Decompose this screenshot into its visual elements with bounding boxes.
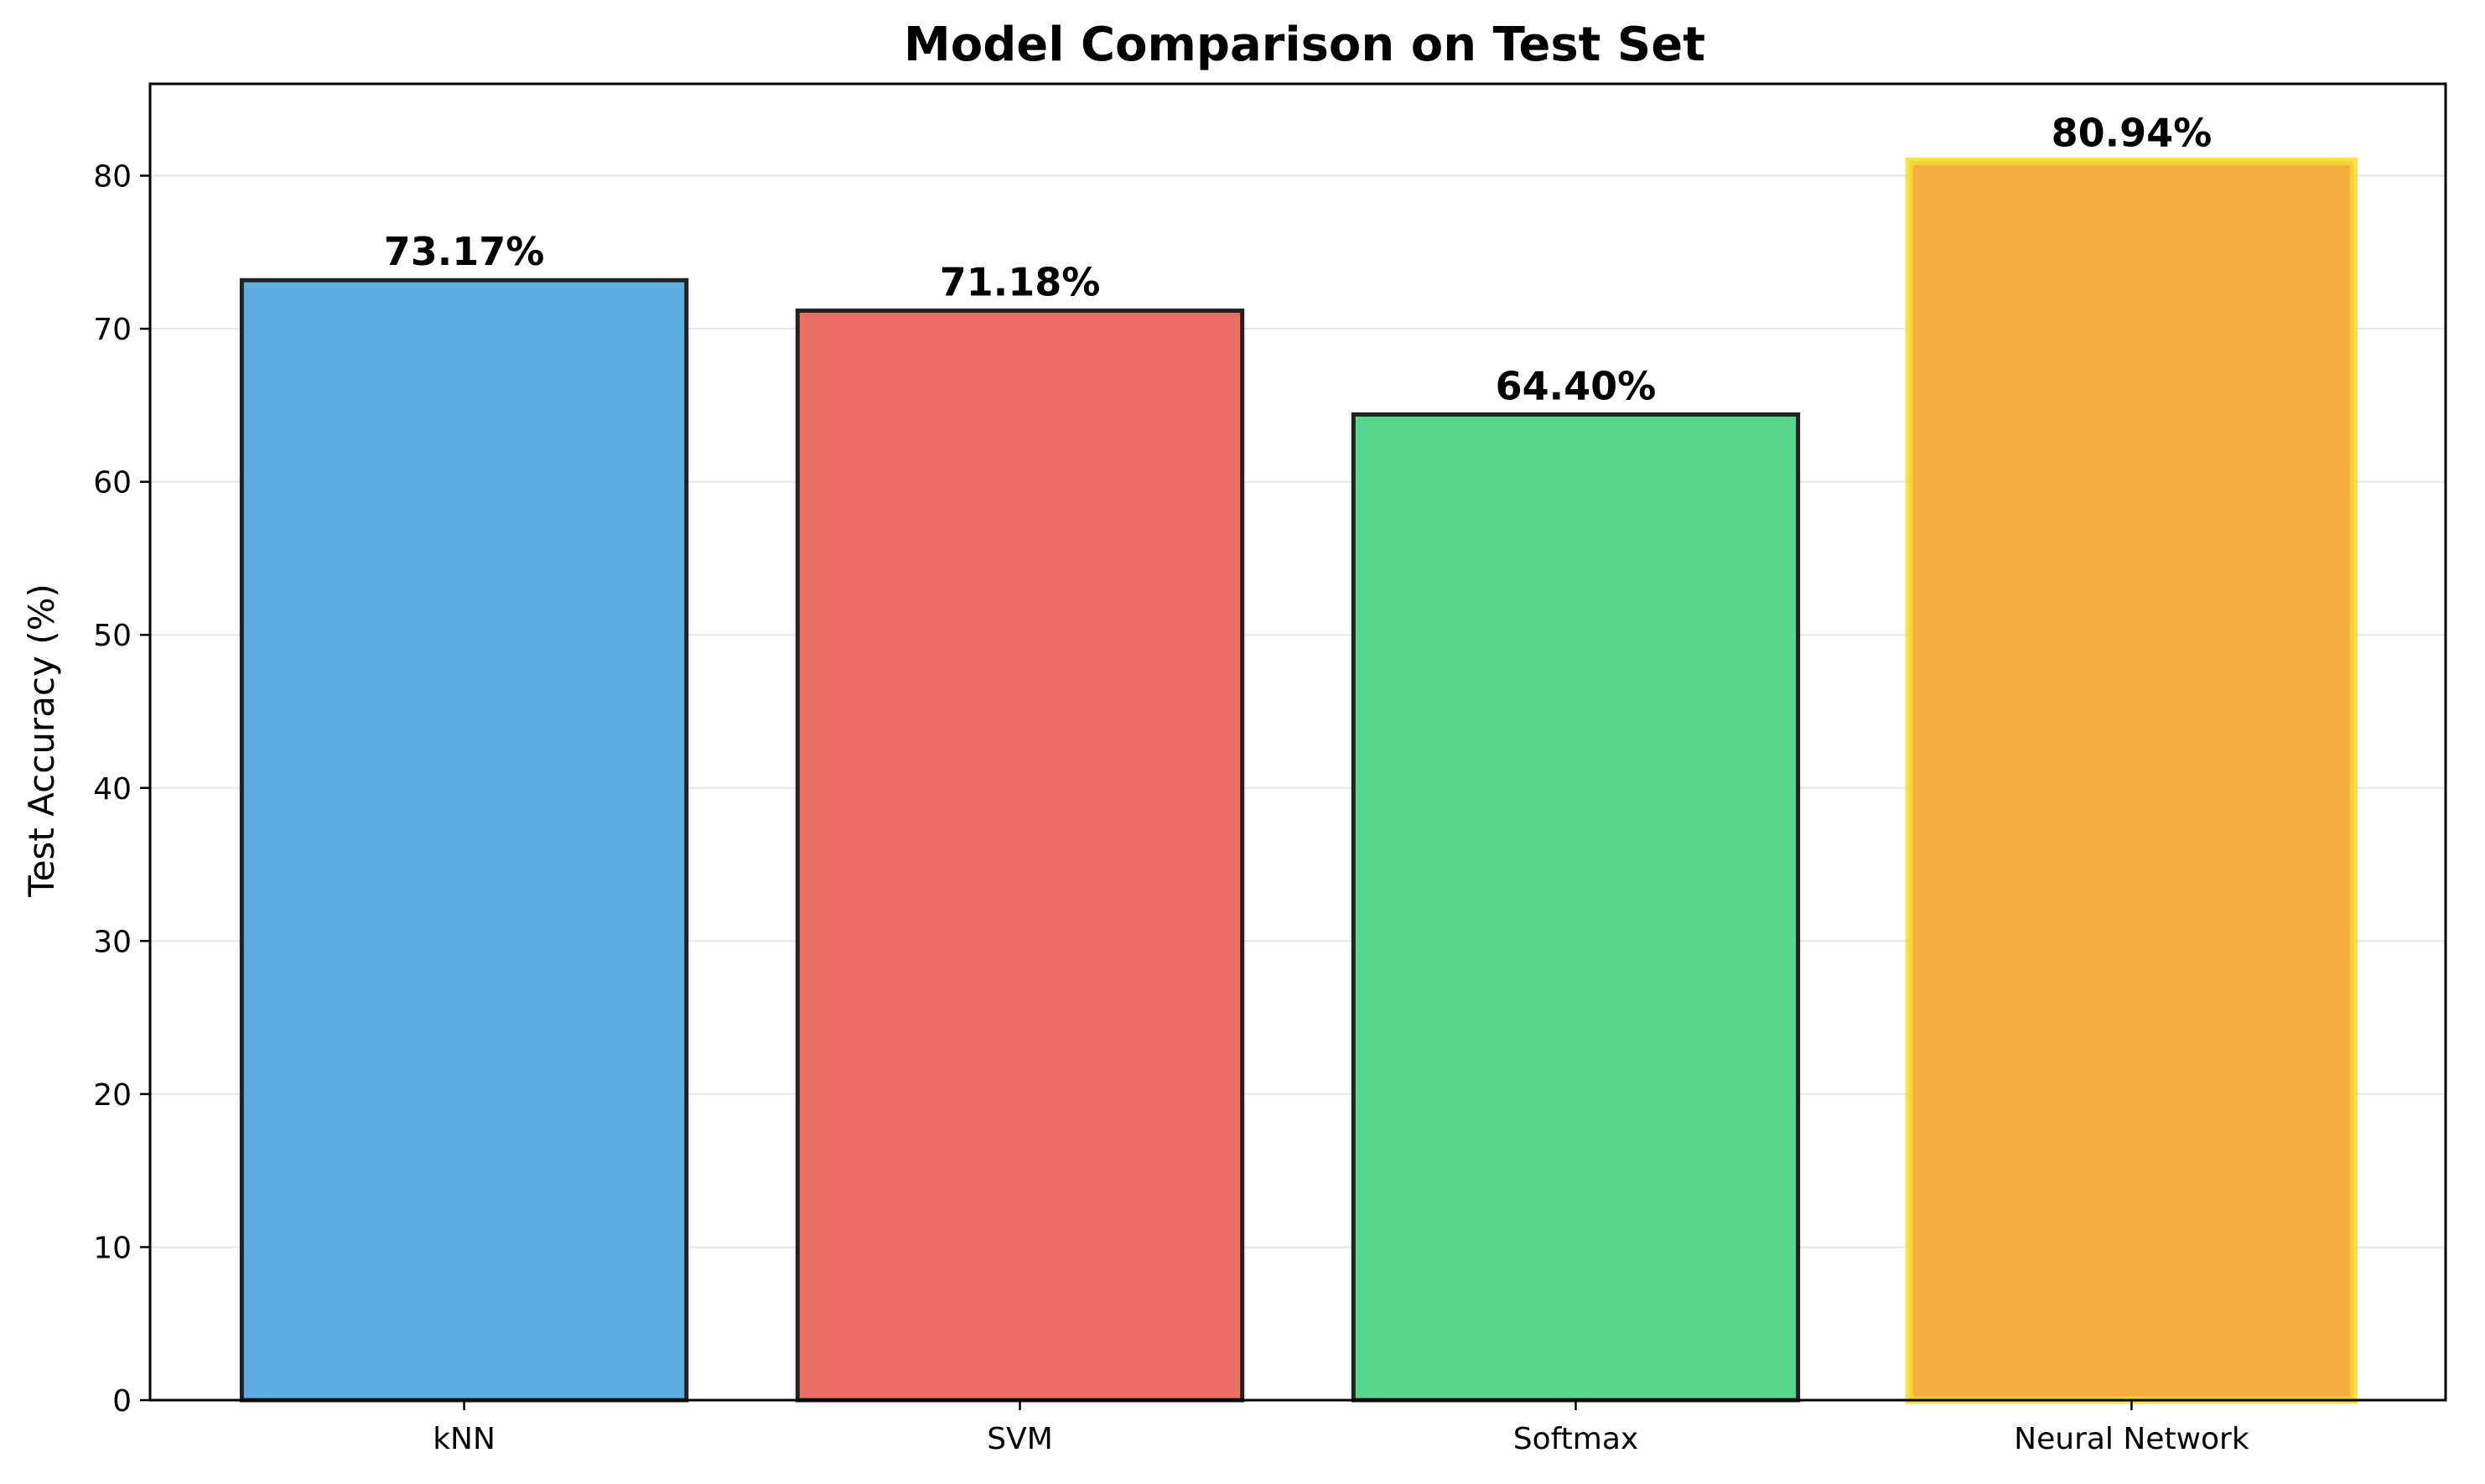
data-label: 64.40%	[1496, 363, 1657, 408]
x-tick-label: Neural Network	[2014, 1422, 2249, 1456]
bars	[239, 157, 2358, 1404]
y-tick-label: 30	[93, 925, 132, 959]
y-tick-label: 80	[93, 160, 132, 195]
bar-neural-network	[1905, 157, 2358, 1404]
y-tick-label: 0	[112, 1384, 132, 1419]
data-label: 80.94%	[2052, 110, 2213, 155]
bar-svm	[795, 309, 1245, 1403]
x-tick-label: SVM	[987, 1422, 1053, 1456]
chart-title: Model Comparison on Test Set	[904, 18, 1705, 72]
x-tick-label: kNN	[433, 1422, 495, 1456]
data-labels: 73.17% 71.18% 64.40% 80.94%	[384, 110, 2212, 408]
data-label: 71.18%	[940, 260, 1101, 305]
y-tick-label: 40	[93, 772, 132, 807]
bar-softmax	[1351, 412, 1801, 1403]
axis-ticks: 0 10 20 30 40 50 60 70 80 kNN SVM Softmax Neural Net…	[93, 160, 2249, 1456]
plot-area-frame	[148, 82, 2447, 1402]
y-tick-label: 70	[93, 313, 132, 347]
data-label: 73.17%	[384, 229, 545, 274]
y-tick-label: 10	[93, 1231, 132, 1265]
y-tick-label: 20	[93, 1078, 132, 1113]
y-tick-label: 60	[93, 466, 132, 501]
bar-knn	[239, 278, 689, 1403]
y-tick-label: 50	[93, 619, 132, 653]
y-axis-label: Test Accuracy (%)	[21, 584, 62, 898]
x-tick-label: Softmax	[1513, 1422, 1638, 1456]
